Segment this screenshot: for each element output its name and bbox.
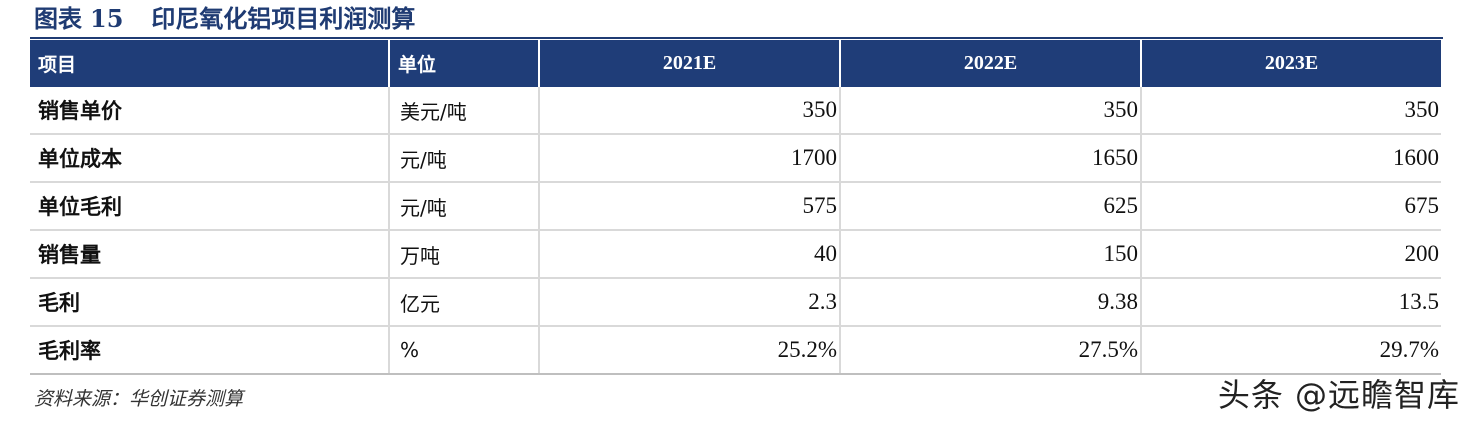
row-value-2021e: 575 bbox=[539, 182, 841, 231]
row-unit: 元/吨 bbox=[389, 182, 540, 231]
row-item: 毛利率 bbox=[30, 326, 390, 375]
table-row: 单位毛利 元/吨 575 625 675 bbox=[30, 182, 1441, 231]
row-value-2021e: 2.3 bbox=[539, 278, 841, 327]
table-row: 销售量 万吨 40 150 200 bbox=[30, 230, 1441, 279]
row-value-2023e: 350 bbox=[1141, 87, 1441, 135]
table-row: 销售单价 美元/吨 350 350 350 bbox=[30, 87, 1441, 135]
row-value-2023e: 29.7% bbox=[1141, 326, 1441, 375]
row-value-2022e: 9.38 bbox=[840, 278, 1142, 327]
header-item: 项目 bbox=[30, 40, 390, 87]
row-value-2022e: 150 bbox=[840, 230, 1142, 279]
row-value-2022e: 27.5% bbox=[840, 326, 1142, 375]
row-value-2023e: 675 bbox=[1141, 182, 1441, 231]
row-value-2021e: 25.2% bbox=[539, 326, 841, 375]
row-unit: % bbox=[389, 326, 540, 375]
row-value-2021e: 40 bbox=[539, 230, 841, 279]
row-value-2023e: 200 bbox=[1141, 230, 1441, 279]
header-2022e: 2022E bbox=[840, 40, 1142, 87]
row-item: 销售单价 bbox=[30, 87, 390, 135]
row-value-2023e: 1600 bbox=[1141, 134, 1441, 183]
figure-number: 15 bbox=[90, 4, 124, 33]
profit-table: 项目 单位 2021E 2022E 2023E 销售单价 美元/吨 350 35… bbox=[30, 40, 1441, 375]
row-value-2023e: 13.5 bbox=[1141, 278, 1441, 327]
row-unit: 万吨 bbox=[389, 230, 540, 279]
row-item: 销售量 bbox=[30, 230, 390, 279]
row-value-2022e: 350 bbox=[840, 87, 1142, 135]
header-2023e: 2023E bbox=[1141, 40, 1441, 87]
figure-title: 图表 15 印尼氧化铝项目利润测算 bbox=[34, 4, 415, 34]
header-unit: 单位 bbox=[389, 40, 540, 87]
table-row: 毛利率 % 25.2% 27.5% 29.7% bbox=[30, 326, 1441, 375]
table-header-row: 项目 单位 2021E 2022E 2023E bbox=[30, 40, 1441, 87]
source-note: 资料来源：华创证券测算 bbox=[34, 388, 244, 410]
row-value-2021e: 1700 bbox=[539, 134, 841, 183]
row-item: 单位成本 bbox=[30, 134, 390, 183]
table-row: 单位成本 元/吨 1700 1650 1600 bbox=[30, 134, 1441, 183]
table-row: 毛利 亿元 2.3 9.38 13.5 bbox=[30, 278, 1441, 327]
header-2021e: 2021E bbox=[539, 40, 841, 87]
watermark: 头条 @远瞻智库 bbox=[1217, 376, 1460, 414]
row-value-2022e: 625 bbox=[840, 182, 1142, 231]
figure-title-text: 印尼氧化铝项目利润测算 bbox=[151, 4, 416, 33]
row-item: 毛利 bbox=[30, 278, 390, 327]
row-item: 单位毛利 bbox=[30, 182, 390, 231]
row-value-2022e: 1650 bbox=[840, 134, 1142, 183]
row-unit: 美元/吨 bbox=[389, 87, 540, 135]
row-unit: 亿元 bbox=[389, 278, 540, 327]
row-unit: 元/吨 bbox=[389, 134, 540, 183]
figure-label: 图表 bbox=[34, 4, 82, 33]
row-value-2021e: 350 bbox=[539, 87, 841, 135]
title-divider bbox=[30, 37, 1443, 39]
